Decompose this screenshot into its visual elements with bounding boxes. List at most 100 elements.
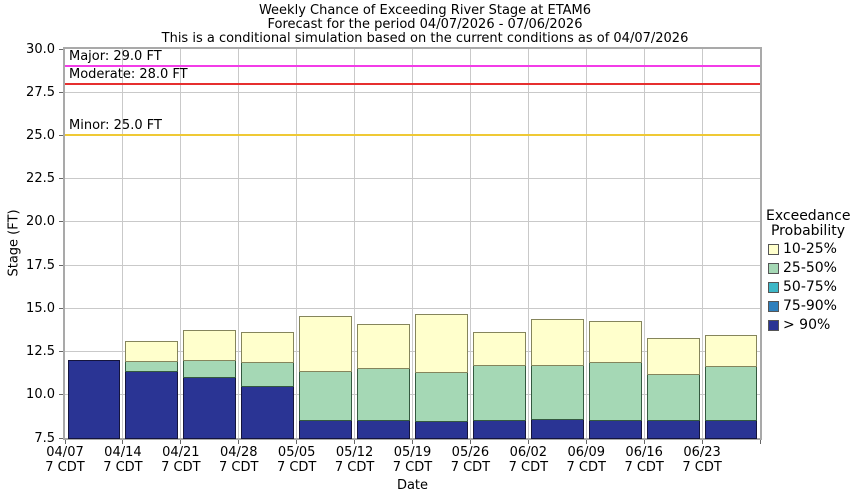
- x-tick-mark: [238, 440, 240, 444]
- bar-segment-1025: [183, 329, 237, 362]
- x-tick-date: 04/07: [46, 445, 84, 460]
- x-tick-date: 05/05: [277, 445, 316, 460]
- y-tick-mark: [59, 437, 63, 439]
- legend-item-label: 10-25%: [783, 241, 837, 257]
- major-stage-line: [65, 65, 760, 68]
- bar-segment-90: [530, 418, 584, 439]
- bar-segment-1025: [530, 318, 584, 366]
- legend-item: 10-25%: [766, 240, 850, 258]
- x-tick-label: 05/19 7 CDT: [373, 445, 453, 475]
- legend-item: 25-50%: [766, 259, 850, 277]
- vertical-gridline: [469, 49, 471, 438]
- x-tick-label: 05/05 7 CDT: [257, 445, 337, 475]
- x-tick-mark: [469, 440, 471, 444]
- bar-segment-1025: [704, 335, 758, 368]
- x-axis-title: Date: [396, 478, 429, 493]
- bar-segment-2550: [299, 371, 353, 421]
- x-tick-date: 04/21: [162, 445, 200, 460]
- x-tick-label: 06/02 7 CDT: [488, 445, 568, 475]
- plot-area: Major: 29.0 FT Moderate: 28.0 FT Minor: 25…: [63, 47, 762, 440]
- x-tick-time: 7 CDT: [45, 460, 85, 475]
- y-tick-label: 20.0: [26, 214, 55, 230]
- legend-item: 75-90%: [766, 297, 850, 315]
- x-tick-date: 05/26: [451, 445, 490, 460]
- vertical-gridline: [643, 49, 645, 438]
- legend-swatch-icon: [768, 281, 779, 293]
- legend: Exceedance Probability 10-25% 25-50% 50-75…: [766, 209, 850, 334]
- chart-subtitle-period: Forecast for the period 04/07/2026 - 07/…: [267, 17, 583, 32]
- bar-segment-2550: [646, 374, 700, 421]
- minor-stage-line: [65, 134, 760, 137]
- x-tick-date: 06/09: [567, 445, 605, 460]
- bar-segment-2550: [125, 361, 179, 372]
- x-tick-time: 7 CDT: [624, 460, 664, 475]
- y-tick-mark: [59, 48, 63, 50]
- bar-segment-1025: [472, 331, 526, 367]
- x-tick-label: 05/26 7 CDT: [430, 445, 510, 475]
- x-tick-mark: [64, 440, 66, 444]
- x-tick-label: 06/23 7 CDT: [662, 445, 742, 475]
- y-tick-label: 15.0: [26, 300, 55, 316]
- y-tick-mark: [59, 394, 63, 396]
- x-tick-time: 7 CDT: [566, 460, 606, 475]
- x-tick-time: 7 CDT: [508, 460, 549, 475]
- bar-segment-90: [299, 419, 353, 439]
- vertical-gridline: [354, 49, 356, 438]
- x-tick-date: 06/02: [509, 445, 548, 460]
- x-tick-mark: [701, 440, 703, 444]
- x-tick-date: 06/23: [683, 445, 721, 460]
- minor-stage-label: Minor: 25.0 FT: [69, 118, 162, 134]
- legend-item-label: 50-75%: [783, 279, 837, 295]
- bar-segment-1025: [357, 323, 410, 369]
- x-tick-date: 06/16: [625, 445, 663, 460]
- x-tick-label: 04/07 7 CDT: [25, 445, 105, 475]
- x-tick-label: 04/21 7 CDT: [141, 445, 221, 475]
- x-tick-label: 06/09 7 CDT: [546, 445, 626, 475]
- bar-segment-1025: [415, 314, 468, 374]
- bar-segment-1025: [646, 337, 700, 376]
- bar-segment-1025: [588, 321, 642, 363]
- y-tick-mark: [59, 91, 63, 93]
- y-tick-label: 10.0: [26, 387, 55, 403]
- legend-swatch-icon: [768, 262, 779, 274]
- major-stage-label: Major: 29.0 FT: [69, 49, 162, 65]
- legend-item-label: 25-50%: [783, 260, 837, 276]
- x-tick-label: 06/16 7 CDT: [604, 445, 684, 475]
- chart-title: Weekly Chance of Exceeding River Stage a…: [258, 3, 592, 18]
- x-tick-date: 04/14: [104, 445, 142, 460]
- chart-subtitle-conditions: This is a conditional simulation based o…: [161, 31, 689, 46]
- vertical-gridline: [296, 49, 298, 438]
- x-tick-time: 7 CDT: [219, 460, 259, 475]
- bar-segment-90: [415, 420, 468, 439]
- vertical-gridline: [701, 49, 703, 438]
- moderate-stage-line: [65, 82, 760, 85]
- x-tick-mark: [585, 440, 587, 444]
- x-tick-time: 7 CDT: [334, 460, 375, 475]
- x-tick-time: 7 CDT: [161, 460, 201, 475]
- legend-title-line1: Exceedance: [766, 208, 850, 224]
- bar-segment-90: [241, 386, 295, 439]
- bar-segment-90: [646, 419, 700, 439]
- x-tick-mark: [122, 440, 124, 444]
- bar-segment-90: [183, 377, 237, 439]
- legend-item: > 90%: [766, 316, 850, 334]
- y-tick-label: 17.5: [26, 257, 55, 273]
- x-tick-time: 7 CDT: [392, 460, 433, 475]
- bar-segment-90: [125, 370, 179, 439]
- vertical-gridline: [180, 49, 182, 438]
- bar-segment-1025: [241, 331, 295, 363]
- x-tick-label: 04/28 7 CDT: [199, 445, 279, 475]
- y-tick-mark: [59, 134, 63, 136]
- x-tick-mark: [759, 440, 761, 444]
- legend-title-line2: Probability: [770, 223, 845, 239]
- legend-item: 50-75%: [766, 278, 850, 296]
- bar-segment-90: [704, 419, 758, 439]
- vertical-gridline: [585, 49, 587, 438]
- x-tick-label: 05/12 7 CDT: [315, 445, 395, 475]
- vertical-gridline: [122, 49, 124, 438]
- x-tick-mark: [180, 440, 182, 444]
- x-tick-time: 7 CDT: [682, 460, 722, 475]
- moderate-stage-label: Moderate: 28.0 FT: [69, 66, 188, 82]
- bar-segment-2550: [588, 361, 642, 421]
